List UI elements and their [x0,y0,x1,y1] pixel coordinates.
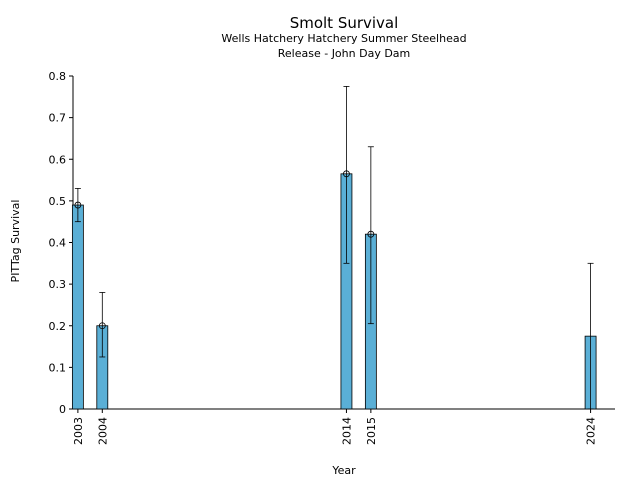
y-tick-label: 0.6 [49,153,67,166]
x-tick-label: 2024 [585,417,598,445]
bar-2003 [71,204,84,410]
x-tick-label: 2015 [365,417,378,445]
y-tick-label: 0.4 [49,237,67,250]
x-tick-label: 2014 [340,417,353,445]
point-marker-2014 [343,170,350,178]
point-marker-2004 [98,322,106,330]
x-tick-label: 2004 [96,417,109,445]
chart-title: Smolt Survival [290,14,399,32]
y-tick-label: 0 [59,403,66,416]
y-tick-label: 0.5 [49,195,67,208]
chart-subtitle-line-1: Wells Hatchery Hatchery Summer Steelhead [221,32,466,45]
y-tick-label: 0.8 [49,70,67,83]
x-axis-label: Year [331,464,356,477]
y-axis-label: PITTag Survival [9,200,22,283]
y-tick-label: 0.2 [49,320,67,333]
point-marker-2015 [367,230,375,238]
point-marker-2003 [74,201,82,209]
y-tick-label: 0.1 [49,361,67,374]
y-tick-label: 0.3 [49,278,67,291]
plot-area: 0 0.1 0.2 0.3 0.4 0.5 0.6 0.7 0.8 2003 2004 2014 201… [49,70,615,445]
y-tick-label: 0.7 [49,112,67,125]
x-tick-label: 2003 [72,417,85,445]
chart-subtitle-line-2: Release - John Day Dam [278,47,411,60]
